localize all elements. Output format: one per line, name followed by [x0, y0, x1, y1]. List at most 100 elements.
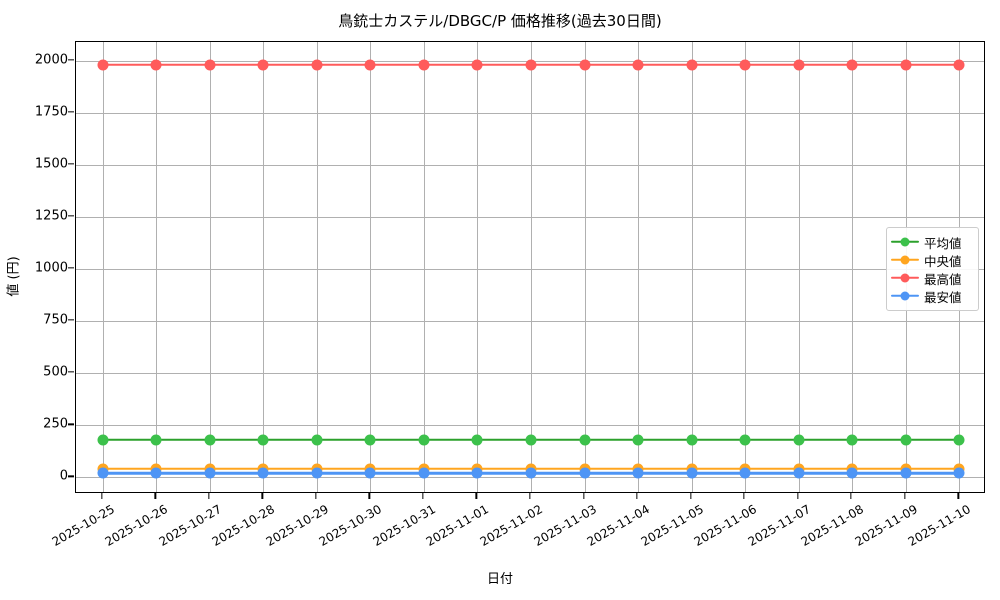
data-point-marker[interactable] [953, 59, 965, 71]
series-line-segment [798, 438, 853, 442]
data-point-marker[interactable] [204, 467, 216, 479]
data-point-marker[interactable] [525, 434, 537, 446]
data-point-marker[interactable] [418, 59, 430, 71]
legend-label: 最安値 [924, 289, 962, 305]
gridline-vertical [852, 42, 854, 492]
legend-item-2[interactable]: 中央値 [891, 251, 972, 269]
data-point-marker[interactable] [846, 467, 858, 479]
data-point-marker[interactable] [311, 434, 323, 446]
data-point-marker[interactable] [257, 467, 269, 479]
series-line-segment [905, 467, 960, 470]
x-axis-tick-mark [904, 493, 906, 499]
series-line-segment [263, 438, 317, 442]
data-point-marker[interactable] [311, 467, 323, 479]
legend-item-1[interactable]: 平均値 [891, 233, 972, 251]
data-point-marker[interactable] [579, 467, 591, 479]
gridline-horizontal [76, 216, 984, 218]
series-line-segment [852, 438, 906, 442]
series-line-segment [370, 467, 424, 470]
data-point-marker[interactable] [900, 59, 912, 71]
data-point-marker[interactable] [793, 434, 805, 446]
y-axis-tick-label: 2000 [34, 52, 68, 68]
data-point-marker[interactable] [739, 59, 751, 71]
gridline-vertical [209, 42, 211, 492]
data-point-marker[interactable] [686, 467, 698, 479]
data-point-marker[interactable] [900, 467, 912, 479]
data-point-marker[interactable] [739, 434, 751, 446]
data-point-marker[interactable] [204, 434, 216, 446]
data-point-marker[interactable] [525, 59, 537, 71]
data-point-marker[interactable] [150, 434, 162, 446]
y-axis-tick-label: 1500 [34, 156, 68, 172]
chart-legend[interactable]: 平均値 中央値最高値最安値 [886, 227, 979, 311]
series-line-segment [852, 467, 906, 470]
data-point-marker[interactable] [632, 467, 644, 479]
legend-item-4[interactable]: 最安値 [891, 287, 972, 305]
data-point-marker[interactable] [739, 467, 751, 479]
data-point-marker[interactable] [793, 59, 805, 71]
legend-swatch-icon [891, 236, 919, 248]
data-point-marker[interactable] [364, 59, 376, 71]
series-line-segment [691, 467, 746, 470]
y-axis-tick-label: 1750 [34, 104, 68, 120]
x-axis-tick-mark [689, 493, 692, 499]
series-line-segment [905, 471, 960, 475]
data-point-marker[interactable] [257, 434, 269, 446]
gridline-vertical [477, 42, 479, 492]
series-line-segment [102, 438, 157, 442]
data-point-marker[interactable] [471, 59, 483, 71]
x-axis-tick-mark [743, 493, 745, 499]
gridline-vertical [316, 42, 318, 492]
data-point-marker[interactable] [257, 59, 269, 71]
gridline-vertical [584, 42, 586, 492]
data-point-marker[interactable] [97, 434, 109, 446]
data-point-marker[interactable] [632, 434, 644, 446]
data-point-marker[interactable] [150, 467, 162, 479]
legend-item-3[interactable]: 最高値 [891, 269, 972, 287]
gridline-vertical [745, 42, 747, 492]
data-point-marker[interactable] [150, 59, 162, 71]
x-axis-tick-mark [529, 493, 531, 499]
data-point-marker[interactable] [418, 434, 430, 446]
data-point-marker[interactable] [846, 59, 858, 71]
y-axis-tick-label: 250 [43, 416, 68, 432]
y-axis-tick-mark [68, 371, 74, 373]
series-line-segment [102, 471, 157, 475]
series-line-segment [156, 438, 210, 442]
data-point-marker[interactable] [686, 434, 698, 446]
data-point-marker[interactable] [471, 467, 483, 479]
gridline-vertical [102, 42, 104, 492]
y-axis-tick-label: 1250 [34, 208, 68, 224]
data-point-marker[interactable] [311, 59, 323, 71]
data-point-marker[interactable] [632, 59, 644, 71]
data-point-marker[interactable] [364, 467, 376, 479]
data-point-marker[interactable] [953, 434, 965, 446]
series-line-segment [798, 63, 853, 67]
data-point-marker[interactable] [364, 434, 376, 446]
data-point-marker[interactable] [846, 434, 858, 446]
series-line-segment [370, 438, 424, 442]
data-point-marker[interactable] [418, 467, 430, 479]
gridline-vertical [263, 42, 265, 492]
series-line-segment [531, 63, 585, 67]
data-point-marker[interactable] [97, 59, 109, 71]
data-point-marker[interactable] [686, 59, 698, 71]
data-point-marker[interactable] [953, 467, 965, 479]
data-point-marker[interactable] [471, 434, 483, 446]
data-point-marker[interactable] [204, 59, 216, 71]
data-point-marker[interactable] [579, 59, 591, 71]
data-point-marker[interactable] [793, 467, 805, 479]
data-point-marker[interactable] [900, 434, 912, 446]
data-point-marker[interactable] [579, 434, 591, 446]
data-point-marker[interactable] [525, 467, 537, 479]
data-point-marker[interactable] [97, 467, 109, 479]
x-axis-tick-mark [315, 493, 317, 499]
series-line-segment [156, 471, 210, 475]
series-line-segment [477, 471, 531, 475]
gridline-horizontal [76, 112, 984, 114]
legend-label: 最高値 [924, 271, 962, 287]
series-line-segment [209, 63, 264, 67]
gridline-vertical [156, 42, 158, 492]
series-line-segment [691, 63, 746, 67]
